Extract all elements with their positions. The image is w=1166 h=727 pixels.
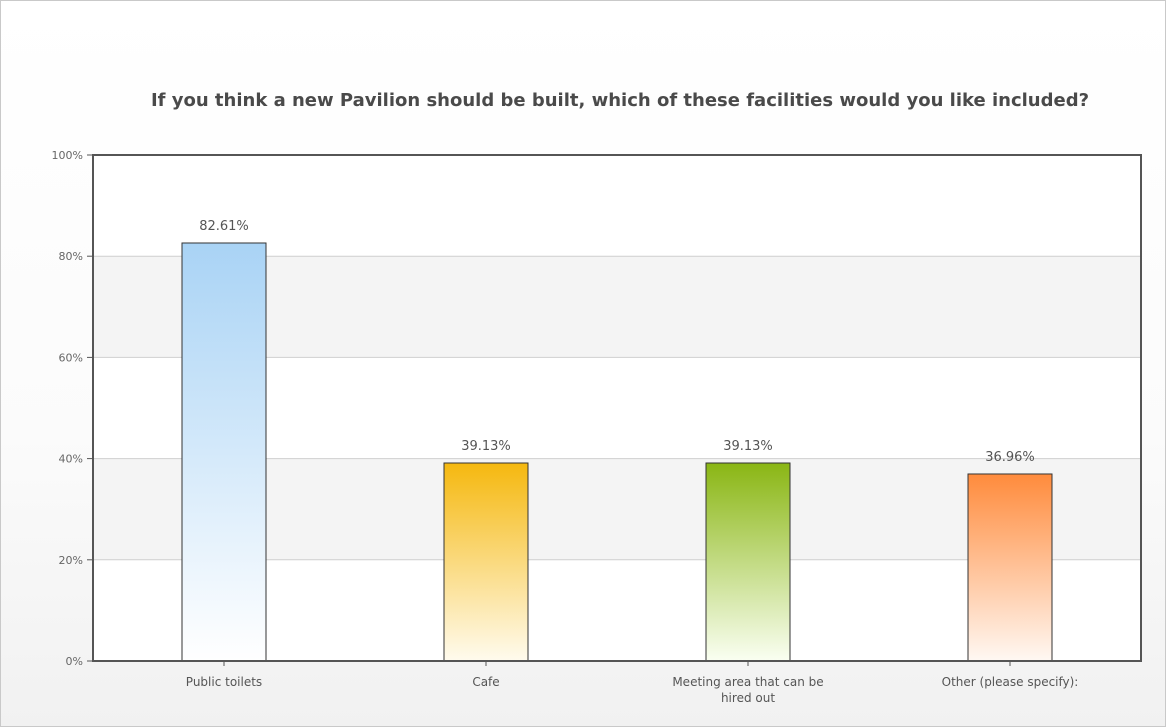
bar-2[interactable] bbox=[443, 462, 529, 662]
x-tick-label: Cafe bbox=[472, 675, 499, 689]
y-tick-label: 40% bbox=[59, 453, 83, 466]
x-tick-label: Public toilets bbox=[186, 675, 262, 689]
data-label: 82.61% bbox=[199, 219, 249, 234]
y-tick-label: 60% bbox=[59, 351, 83, 364]
chart-title: If you think a new Pavilion should be bu… bbox=[150, 90, 1090, 111]
plot-border bbox=[92, 154, 1142, 662]
x-tick-label: Meeting area that can be hired out bbox=[672, 675, 823, 705]
bar-1[interactable] bbox=[181, 242, 267, 662]
y-tick-label: 100% bbox=[52, 149, 83, 162]
y-tick-label: 80% bbox=[59, 250, 83, 263]
bar-3[interactable] bbox=[705, 462, 791, 662]
y-tick-label: 20% bbox=[59, 554, 83, 567]
data-label: 39.13% bbox=[723, 439, 773, 454]
grid-band bbox=[93, 256, 1141, 358]
data-label: 36.96% bbox=[985, 450, 1035, 465]
y-tick-label: 0% bbox=[66, 655, 83, 668]
plot-area bbox=[93, 155, 1141, 661]
data-label: 39.13% bbox=[461, 439, 511, 454]
x-tick-label: Other (please specify): bbox=[942, 675, 1079, 689]
bar-4[interactable] bbox=[967, 473, 1053, 662]
grid-band bbox=[93, 458, 1141, 560]
